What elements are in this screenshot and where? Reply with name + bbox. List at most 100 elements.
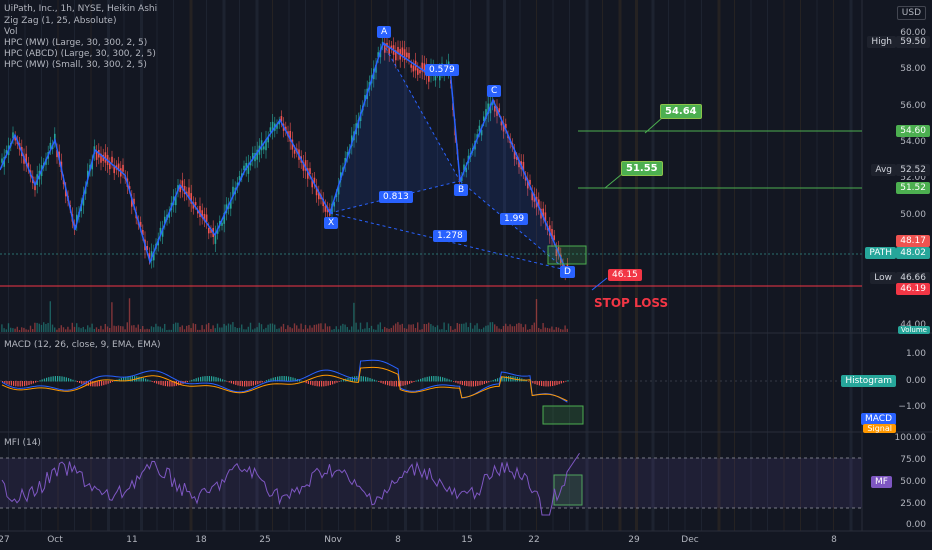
grid-band: [288, 0, 290, 531]
histogram-bar: [301, 380, 303, 382]
volume-bar: [322, 329, 324, 332]
grid-band: [41, 0, 42, 531]
volume-bar: [106, 326, 109, 332]
volume-bar: [69, 329, 71, 332]
histogram-bar: [395, 381, 397, 387]
candle: [410, 64, 412, 68]
volume-bar: [91, 323, 93, 332]
histogram-bar: [398, 381, 400, 387]
grid-band: [552, 0, 554, 531]
histogram-bar: [134, 376, 136, 382]
volume-bar: [362, 329, 364, 332]
histogram-bar: [160, 381, 162, 386]
candle: [463, 164, 465, 171]
histogram-bar: [222, 379, 224, 382]
volume-bar: [25, 329, 27, 332]
volume-bar: [111, 302, 113, 332]
volume-bar: [230, 324, 232, 332]
mfi-legend[interactable]: MFI (14): [4, 438, 41, 448]
volume-bar: [465, 322, 467, 332]
volume-bar: [513, 326, 516, 332]
histogram-bar: [329, 381, 331, 386]
volume-bar: [454, 328, 456, 332]
volume-bar: [439, 329, 441, 332]
volume-bar: [95, 327, 98, 332]
histogram-bar: [48, 377, 50, 382]
volume-bar: [76, 323, 78, 332]
volume-bar: [538, 327, 540, 332]
volume-bar: [263, 329, 265, 332]
indicator-hpc-mw-large[interactable]: HPC (MW) (Large, 30, 300, 2, 5): [4, 38, 148, 48]
grid-band: [833, 0, 834, 531]
candle: [307, 168, 309, 179]
target-1-label[interactable]: 51.55: [621, 161, 663, 176]
histogram-bar: [10, 381, 12, 386]
low-value: 46.66: [896, 272, 930, 284]
histogram-bar: [470, 381, 472, 387]
histogram-bar: [259, 381, 261, 384]
histogram-bar: [325, 381, 327, 387]
volume-bar: [428, 322, 430, 332]
price-tick: 52.00: [900, 173, 926, 183]
candle: [388, 47, 390, 55]
volume-bar: [381, 329, 384, 332]
volume-bar: [49, 301, 51, 332]
indicator-hpc-abcd[interactable]: HPC (ABCD) (Large, 30, 300, 2, 5): [4, 49, 156, 59]
volume-bar: [384, 326, 386, 332]
volume-bar: [197, 329, 199, 332]
histogram-bar: [39, 380, 41, 382]
candle: [203, 213, 206, 221]
volume-bar: [549, 328, 551, 332]
candle: [148, 253, 151, 259]
volume-bar: [190, 328, 192, 332]
x-tick: 22: [528, 535, 540, 545]
volume-bar: [434, 327, 436, 332]
histogram-bar: [68, 378, 70, 382]
indicator-hpc-mw-small[interactable]: HPC (MW) (Small, 30, 300, 2, 5): [4, 60, 147, 70]
stop-label[interactable]: 46.15: [608, 269, 642, 281]
candle: [324, 205, 327, 212]
histogram-bar: [426, 376, 428, 382]
volume-bar: [403, 328, 406, 332]
currency-label[interactable]: USD: [896, 6, 926, 20]
candle: [159, 227, 162, 235]
macd-zone-box: [542, 405, 584, 425]
candle: [406, 52, 408, 58]
volume-bar: [348, 329, 351, 332]
target-2-label[interactable]: 54.64: [660, 104, 702, 119]
histogram-bar: [250, 381, 252, 386]
mfi-line: [1, 452, 580, 516]
grid-band: [618, 0, 622, 531]
grid-band: [849, 0, 853, 531]
grid-band: [123, 0, 125, 531]
indicator-vol[interactable]: Vol: [4, 27, 18, 37]
histogram-bar: [237, 381, 239, 386]
indicator-zigzag[interactable]: Zig Zag (1, 25, Absolute): [4, 16, 117, 26]
volume-bar: [533, 322, 535, 332]
candle: [485, 109, 487, 119]
volume-bar: [267, 324, 269, 332]
candle: [82, 194, 85, 206]
histogram-bar: [228, 381, 230, 383]
candle: [304, 160, 307, 171]
histogram-bar: [316, 381, 318, 387]
x-tick: 11: [126, 535, 138, 545]
volume-bar: [34, 322, 36, 332]
grid-band: [470, 0, 471, 531]
histogram-bar: [332, 381, 334, 385]
histogram-bar: [19, 381, 21, 387]
volume-bars: [1, 298, 568, 332]
macd-legend[interactable]: MACD (12, 26, close, 9, EMA, EMA): [4, 340, 161, 350]
candle: [289, 130, 291, 142]
histogram-bar: [235, 381, 237, 385]
candle: [23, 155, 25, 164]
symbol-title[interactable]: UiPath, Inc., 1h, NYSE, Heikin Ashi: [4, 4, 158, 14]
candle: [487, 103, 489, 115]
candle: [285, 126, 287, 131]
histogram-bar: [266, 380, 268, 382]
histogram-bar: [147, 379, 149, 382]
histogram-bar: [417, 379, 419, 382]
grid-band: [569, 0, 570, 531]
